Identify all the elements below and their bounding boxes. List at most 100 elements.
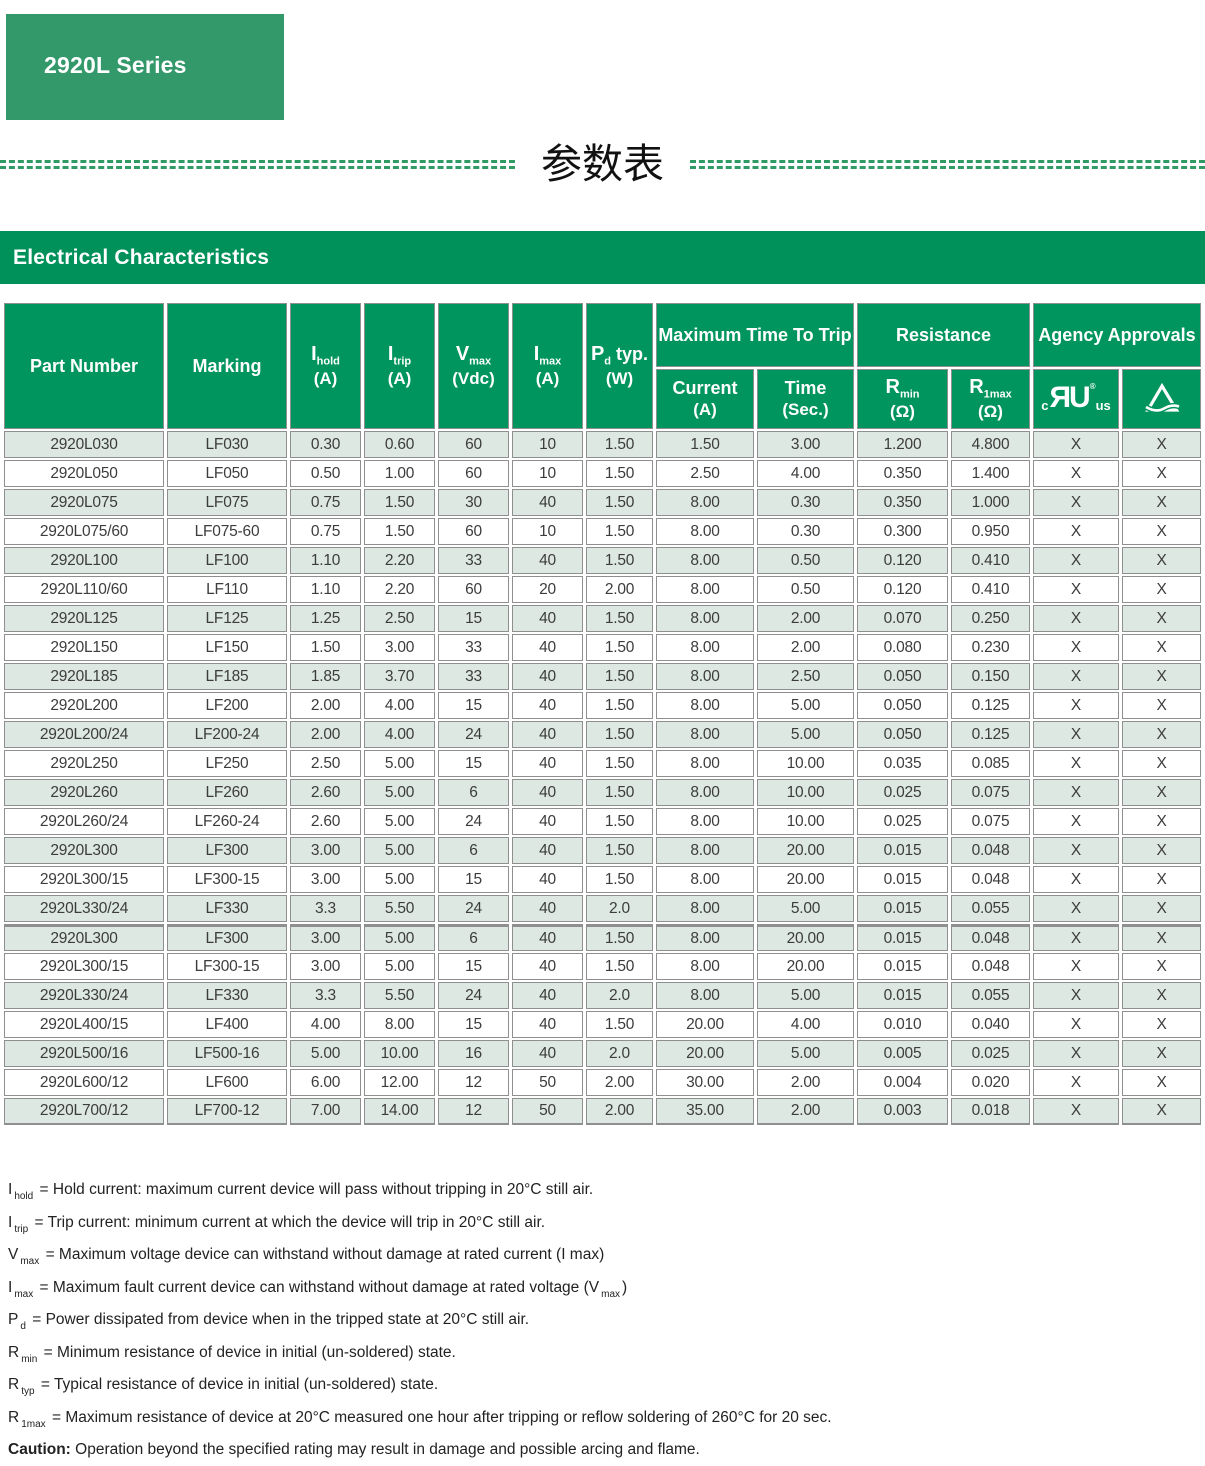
cell-r-min: 0.120 [857, 576, 948, 603]
cell-approval-triangle: X [1122, 953, 1202, 980]
cell-approval-cul: X [1033, 721, 1119, 748]
cell-i-hold: 2.00 [290, 721, 361, 748]
cell-pd-typ: 1.50 [586, 924, 653, 951]
table-row: 2920L300 LF300 3.00 5.00 6 40 1.50 8.00 … [4, 924, 1202, 951]
cell-approval-cul: X [1033, 808, 1119, 835]
cell-part-number: 2920L075/60 [4, 518, 164, 545]
cell-v-max: 15 [438, 692, 509, 719]
cell-marking: LF075 [167, 489, 287, 516]
cell-part-number: 2920L100 [4, 547, 164, 574]
cell-part-number: 2920L125 [4, 605, 164, 632]
col-header-part-number: Part Number [4, 303, 164, 429]
cell-trip-time: 0.30 [757, 489, 854, 516]
cell-approval-triangle: X [1122, 866, 1202, 893]
cell-pd-typ: 1.50 [586, 779, 653, 806]
cell-v-max: 16 [438, 1040, 509, 1067]
cell-pd-typ: 1.50 [586, 808, 653, 835]
cell-part-number: 2920L250 [4, 750, 164, 777]
cell-i-max: 40 [512, 489, 583, 516]
cell-r-1max: 0.125 [951, 692, 1030, 719]
cell-i-hold: 3.00 [290, 924, 361, 951]
cell-r-min: 0.015 [857, 866, 948, 893]
cell-i-trip: 12.00 [364, 1069, 435, 1096]
cell-v-max: 33 [438, 663, 509, 690]
cell-trip-current: 8.00 [656, 634, 754, 661]
cell-i-max: 50 [512, 1069, 583, 1096]
cell-marking: LF150 [167, 634, 287, 661]
cell-i-trip: 2.20 [364, 576, 435, 603]
cell-i-hold: 2.60 [290, 779, 361, 806]
cell-approval-triangle: X [1122, 982, 1202, 1009]
cell-i-hold: 2.50 [290, 750, 361, 777]
cell-approval-cul: X [1033, 663, 1119, 690]
cell-part-number: 2920L300/15 [4, 953, 164, 980]
cell-i-max: 40 [512, 924, 583, 951]
cell-approval-triangle: X [1122, 663, 1202, 690]
cell-trip-time: 5.00 [757, 1040, 854, 1067]
cell-trip-time: 20.00 [757, 953, 854, 980]
cell-i-hold: 7.00 [290, 1098, 361, 1125]
cell-approval-cul: X [1033, 982, 1119, 1009]
cell-i-trip: 3.00 [364, 634, 435, 661]
cell-trip-current: 30.00 [656, 1069, 754, 1096]
triangle-cert-icon [1144, 383, 1180, 414]
cell-i-max: 40 [512, 547, 583, 574]
cell-pd-typ: 1.50 [586, 750, 653, 777]
cell-approval-cul: X [1033, 489, 1119, 516]
cell-i-trip: 5.00 [364, 779, 435, 806]
cell-trip-current: 8.00 [656, 721, 754, 748]
cell-marking: LF200-24 [167, 721, 287, 748]
cell-i-hold: 4.00 [290, 1011, 361, 1038]
cell-trip-time: 10.00 [757, 750, 854, 777]
cell-trip-current: 8.00 [656, 692, 754, 719]
cell-i-hold: 0.75 [290, 518, 361, 545]
cell-trip-current: 8.00 [656, 837, 754, 864]
cell-r-min: 0.015 [857, 895, 948, 922]
cell-r-min: 0.120 [857, 547, 948, 574]
table-row: 2920L075/60 LF075-60 0.75 1.50 60 10 1.5… [4, 518, 1202, 545]
cell-pd-typ: 1.50 [586, 837, 653, 864]
cell-marking: LF100 [167, 547, 287, 574]
cell-i-hold: 3.00 [290, 866, 361, 893]
cell-pd-typ: 2.0 [586, 895, 653, 922]
cell-i-trip: 5.00 [364, 808, 435, 835]
cell-approval-cul: X [1033, 895, 1119, 922]
cell-r-1max: 1.000 [951, 489, 1030, 516]
cell-r-min: 0.015 [857, 953, 948, 980]
cell-r-min: 0.003 [857, 1098, 948, 1125]
table-row: 2920L125 LF125 1.25 2.50 15 40 1.50 8.00… [4, 605, 1202, 632]
caution-note: Caution: Operation beyond the specified … [8, 1441, 700, 1458]
cell-v-max: 24 [438, 982, 509, 1009]
cell-trip-time: 2.00 [757, 1069, 854, 1096]
cell-i-hold: 0.50 [290, 460, 361, 487]
cell-i-max: 40 [512, 750, 583, 777]
cell-r-min: 0.300 [857, 518, 948, 545]
cell-trip-time: 5.00 [757, 982, 854, 1009]
table-row: 2920L150 LF150 1.50 3.00 33 40 1.50 8.00… [4, 634, 1202, 661]
cell-r-1max: 0.410 [951, 576, 1030, 603]
cell-i-hold: 0.30 [290, 431, 361, 458]
divider-dashed-left [0, 159, 515, 169]
cell-v-max: 15 [438, 605, 509, 632]
cell-marking: LF185 [167, 663, 287, 690]
cell-pd-typ: 2.0 [586, 982, 653, 1009]
table-row: 2920L600/12 LF600 6.00 12.00 12 50 2.00 … [4, 1069, 1202, 1096]
cell-i-trip: 2.20 [364, 547, 435, 574]
col-header-i-hold: Ihold (A) [290, 303, 361, 429]
parameters-table: Part Number Marking Ihold (A) Itrip (A) … [1, 301, 1204, 1127]
cell-approval-triangle: X [1122, 750, 1202, 777]
cell-i-max: 40 [512, 895, 583, 922]
cell-i-hold: 1.10 [290, 576, 361, 603]
cell-marking: LF075-60 [167, 518, 287, 545]
cell-r-1max: 0.040 [951, 1011, 1030, 1038]
cell-trip-current: 20.00 [656, 1040, 754, 1067]
cell-trip-time: 2.00 [757, 605, 854, 632]
cell-pd-typ: 1.50 [586, 866, 653, 893]
cell-i-max: 40 [512, 721, 583, 748]
series-badge-label: 2920L Series [44, 52, 187, 78]
cell-marking: LF300 [167, 837, 287, 864]
cell-i-max: 40 [512, 953, 583, 980]
cell-marking: LF330 [167, 982, 287, 1009]
table-row: 2920L200 LF200 2.00 4.00 15 40 1.50 8.00… [4, 692, 1202, 719]
electrical-characteristics-table: Part Number Marking Ihold (A) Itrip (A) … [1, 301, 1204, 1127]
